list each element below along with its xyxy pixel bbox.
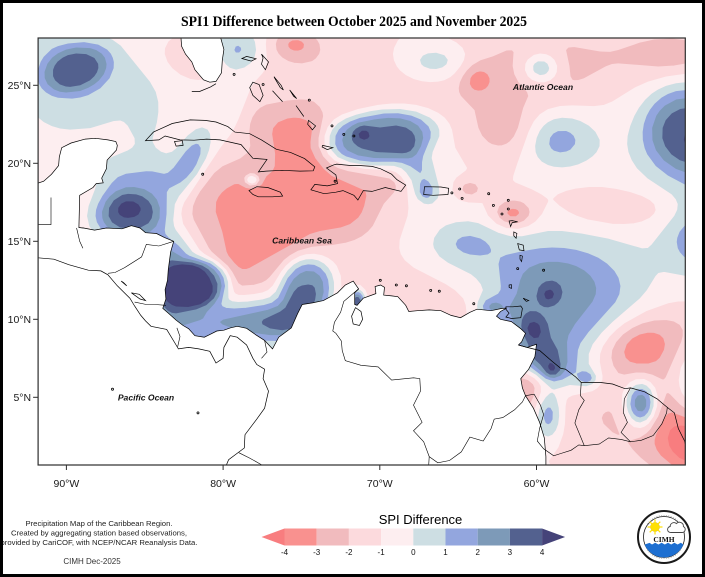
svg-text:provided by CariCOF, with NCEP: provided by CariCOF, with NCEP/NCAR Rean… <box>1 538 198 547</box>
svg-text:60°W: 60°W <box>524 478 550 490</box>
svg-text:Created by aggregating station: Created by aggregating station based obs… <box>11 529 187 538</box>
svg-text:90°W: 90°W <box>54 478 80 490</box>
svg-text:-4: -4 <box>281 548 289 557</box>
svg-text:25°N: 25°N <box>8 80 31 92</box>
svg-text:Pacific Ocean: Pacific Ocean <box>118 393 174 403</box>
svg-text:CIMH Dec-2025: CIMH Dec-2025 <box>63 557 121 566</box>
svg-text:SPI Difference: SPI Difference <box>379 512 463 527</box>
svg-text:SPI1 Difference between Octobe: SPI1 Difference between October 2025 and… <box>181 14 527 30</box>
svg-text:70°W: 70°W <box>367 478 393 490</box>
svg-text:80°W: 80°W <box>210 478 236 490</box>
svg-text:-2: -2 <box>345 548 353 557</box>
svg-text:3: 3 <box>508 548 513 557</box>
svg-text:-1: -1 <box>378 548 386 557</box>
svg-text:1: 1 <box>443 548 448 557</box>
svg-text:Precipitation Map of the Carib: Precipitation Map of the Caribbean Regio… <box>25 519 172 528</box>
svg-text:2: 2 <box>475 548 480 557</box>
svg-text:Atlantic Ocean: Atlantic Ocean <box>512 82 573 92</box>
svg-text:20°N: 20°N <box>8 158 31 170</box>
svg-text:-3: -3 <box>313 548 321 557</box>
svg-text:4: 4 <box>540 548 545 557</box>
svg-text:15°N: 15°N <box>8 236 31 248</box>
svg-text:10°N: 10°N <box>8 314 31 326</box>
svg-text:0: 0 <box>411 548 416 557</box>
svg-text:5°N: 5°N <box>13 392 31 404</box>
svg-text:Caribbean Sea: Caribbean Sea <box>272 236 332 246</box>
svg-text:CIMH: CIMH <box>653 535 674 544</box>
